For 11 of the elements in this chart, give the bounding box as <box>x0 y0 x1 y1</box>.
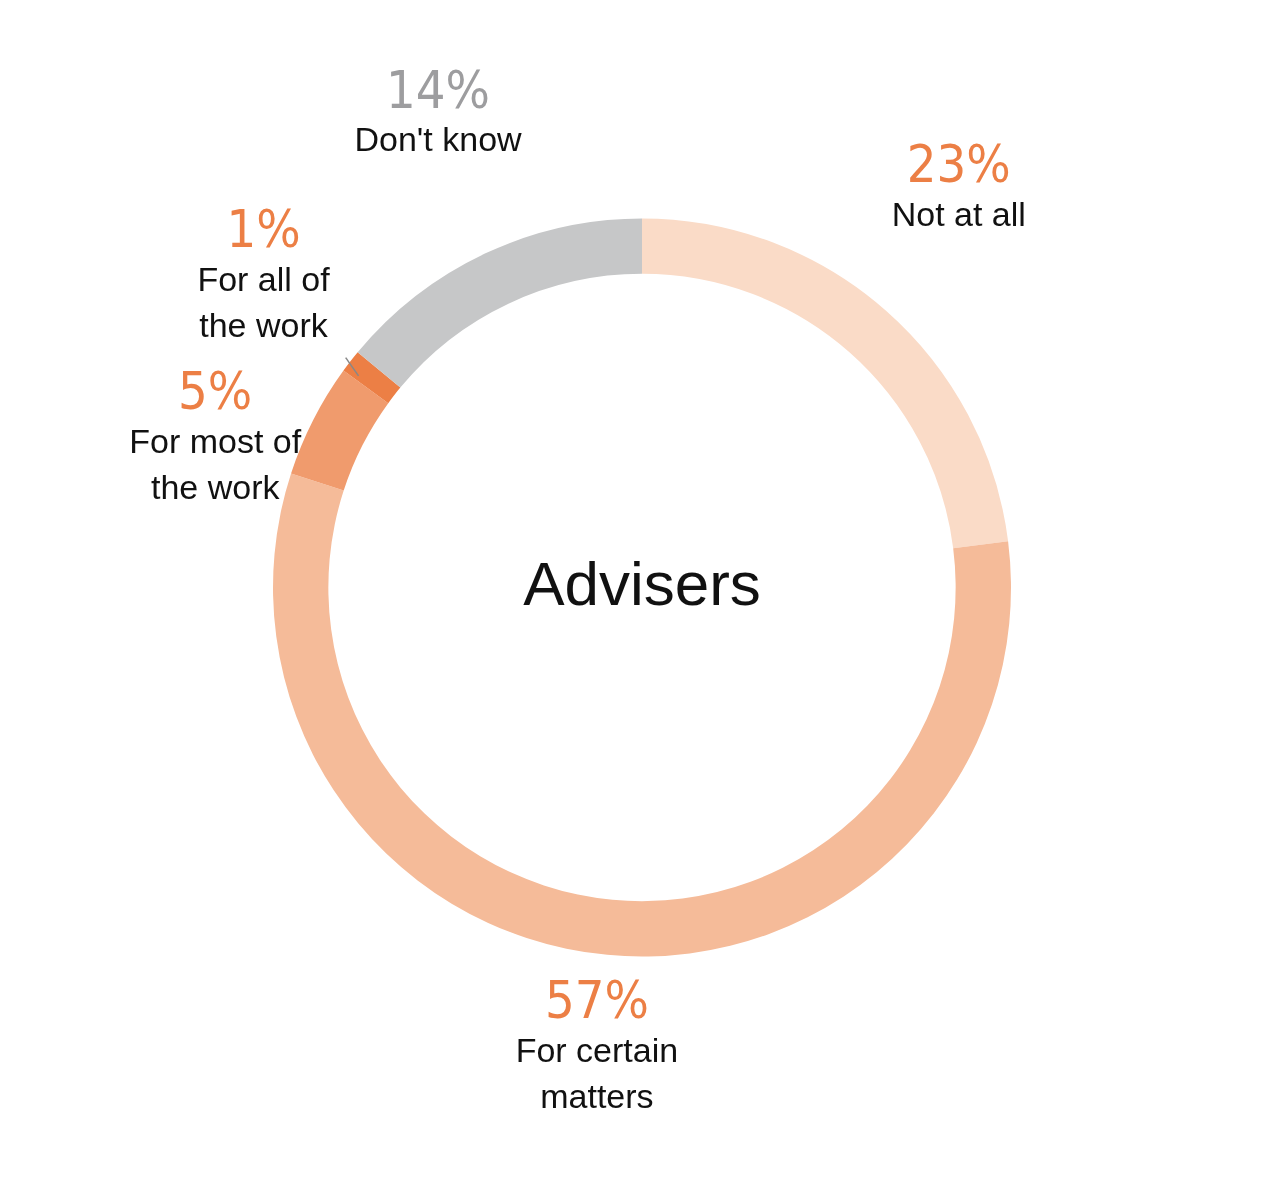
slice-label: Don't know <box>354 120 523 159</box>
data-label: 14% <box>386 59 491 120</box>
text: Advisers <box>523 548 761 618</box>
data-label: 23% <box>906 133 1011 194</box>
slice-label: For certain matters <box>515 1030 679 1115</box>
slice-label: For most of the work <box>129 422 302 507</box>
data-label: 5% <box>178 361 253 422</box>
data-label: 1% <box>226 199 301 260</box>
data-label: 57% <box>544 969 649 1030</box>
slice-label: For all of the work <box>197 260 331 345</box>
slice-label: Not at all <box>891 194 1026 233</box>
